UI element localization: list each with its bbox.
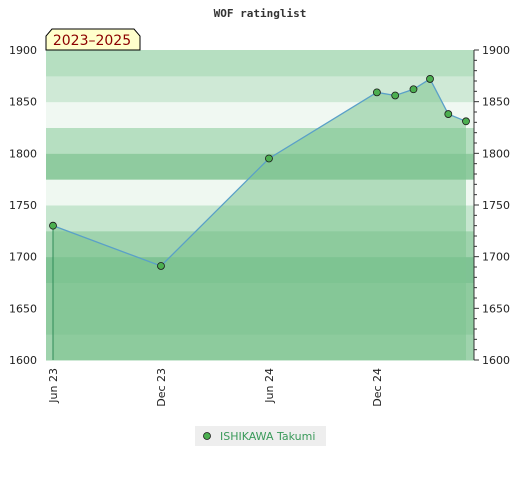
x-tick-label: Jun 24	[263, 368, 276, 404]
data-point[interactable]	[49, 221, 57, 230]
data-point[interactable]	[391, 91, 400, 100]
y-tick-label: 1800	[9, 147, 37, 160]
legend-marker	[203, 432, 211, 440]
data-point[interactable]	[462, 117, 470, 126]
y-tick-label: 1600	[9, 354, 37, 367]
x-axis: Jun 23 Dec 23 Jun 24 Dec 24	[47, 368, 384, 407]
y-tick-label-right: 1600	[482, 354, 510, 367]
y-tick-label: 1650	[9, 302, 37, 315]
legend[interactable]: ISHIKAWA Takumi	[195, 426, 326, 446]
period-badge-label: 2023–2025	[53, 33, 131, 49]
x-tick-label: Dec 24	[371, 368, 384, 407]
data-point[interactable]	[265, 154, 273, 163]
chart-title: WOF ratinglist	[214, 7, 307, 20]
data-point[interactable]	[409, 85, 418, 94]
y-axis-left: 1600 1650 1700 1750 1800 1850 1900	[9, 44, 37, 367]
y-tick-label-right: 1800	[482, 147, 510, 160]
period-badge: 2023–2025	[45, 28, 141, 51]
legend-box	[195, 426, 326, 446]
y-tick-label-right: 1850	[482, 96, 510, 109]
y-tick-label: 1850	[9, 96, 37, 109]
y-tick-label-right: 1700	[482, 251, 510, 264]
data-points	[49, 75, 470, 270]
rating-area-fill	[53, 78, 466, 360]
x-tick-label: Dec 23	[155, 368, 168, 407]
y-tick-label-right: 1900	[482, 44, 510, 57]
legend-label: ISHIKAWA Takumi	[220, 430, 315, 443]
data-point[interactable]	[373, 88, 381, 97]
x-tick-label: Jun 23	[47, 368, 60, 404]
y-tick-label: 1750	[9, 199, 37, 212]
y-tick-label: 1700	[9, 251, 37, 264]
background-band	[46, 50, 474, 77]
data-point[interactable]	[157, 262, 165, 270]
y-tick-label-right: 1650	[482, 302, 510, 315]
y-axis-right: 1600 1650 1700 1750 1800 1850 1900	[473, 44, 510, 367]
period-badge-shape	[45, 28, 141, 51]
y-tick-label: 1900	[9, 44, 37, 57]
y-tick-label-right: 1750	[482, 199, 510, 212]
data-point[interactable]	[426, 75, 434, 83]
data-point[interactable]	[444, 110, 453, 118]
